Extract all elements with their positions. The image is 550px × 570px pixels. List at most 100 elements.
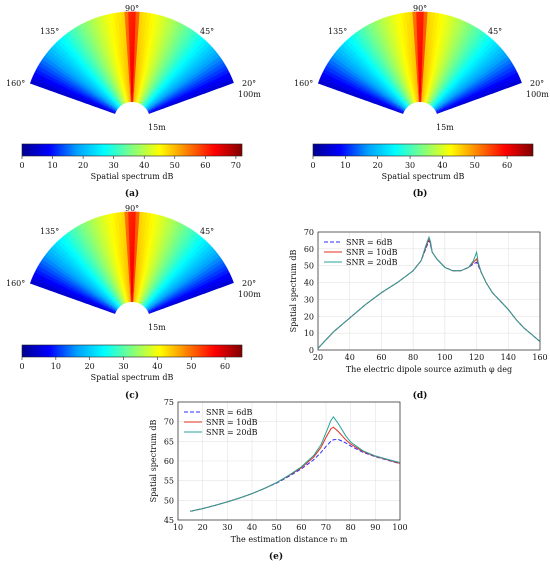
fan-cell: [398, 59, 403, 66]
fan-cell: [43, 53, 51, 60]
fan-cell: [138, 77, 142, 83]
fan-cell: [361, 92, 368, 97]
fan-cell: [104, 267, 109, 274]
fan-cell: [440, 106, 446, 110]
fan-cell: [462, 77, 469, 83]
fan-cell: [391, 93, 397, 99]
fan-cell: [382, 27, 389, 34]
fan-cell: [431, 68, 435, 74]
fan-cell: [119, 299, 123, 305]
fan-cell: [140, 72, 144, 79]
fan-cell: [115, 273, 119, 280]
fan-cell: [206, 270, 213, 276]
fan-cell: [426, 92, 429, 99]
fan-cell: [150, 102, 155, 107]
fan-cell: [331, 73, 338, 80]
fan-cell: [178, 246, 184, 253]
fan-cell: [438, 102, 443, 107]
fan-cell: [120, 216, 126, 223]
fan-cell: [144, 279, 149, 285]
fan-cell: [126, 97, 129, 103]
fan-cell: [437, 59, 442, 66]
fan-cell: [126, 297, 129, 303]
fan-cell: [427, 77, 431, 84]
fan-cell: [175, 32, 182, 40]
fan-cell: [454, 82, 460, 88]
fan-cell: [110, 75, 115, 82]
fan-cell: [156, 294, 162, 299]
fan-cell: [65, 276, 72, 282]
fan-cell: [97, 301, 103, 306]
fan-cell: [66, 258, 73, 265]
fan-cell: [412, 87, 416, 93]
fan-cell: [110, 254, 115, 261]
fan-cell: [471, 89, 477, 95]
fan-cell: [425, 61, 429, 68]
fan-cell: [181, 255, 188, 263]
fan-cell: [139, 37, 144, 43]
fan-cell: [107, 89, 112, 95]
fan-cell: [92, 45, 98, 52]
fan-cell: [111, 69, 116, 76]
fan-cell: [125, 81, 128, 88]
fan-cell: [398, 54, 403, 61]
fan-cell: [86, 90, 93, 95]
fan-cell: [431, 27, 437, 34]
fan-cell: [165, 250, 172, 257]
fan-cell: [363, 56, 370, 63]
fan-cell: [455, 40, 462, 47]
fan-cell: [156, 304, 163, 308]
fan-cell: [123, 72, 127, 78]
fan-cell: [159, 99, 166, 104]
fan-cell: [48, 86, 56, 93]
fan-cell: [214, 264, 222, 271]
fan-cell: [467, 54, 474, 61]
fan-cell: [133, 276, 136, 283]
fan-cell: [116, 295, 120, 301]
fan-cell: [384, 104, 390, 108]
fan-cell: [183, 72, 190, 79]
fan-cell: [136, 41, 141, 48]
fan-cell: [139, 293, 143, 299]
panel-label-c: (c): [125, 390, 139, 401]
fan-cell: [216, 279, 224, 286]
fan-cell: [60, 265, 67, 272]
fan-cell: [165, 68, 172, 75]
fan-cell: [161, 102, 168, 107]
colorbar-tick-label: 20: [373, 161, 383, 170]
fan-cell: [177, 265, 183, 272]
fan-cell: [128, 266, 131, 273]
fan-cell: [189, 291, 196, 297]
fan-cell: [100, 97, 106, 102]
fan-cell: [375, 100, 381, 105]
fan-cell: [103, 101, 109, 106]
fan-cell: [150, 282, 155, 288]
x-tick-label: 70: [321, 523, 331, 532]
fan-cell: [131, 21, 136, 28]
fan-cell: [396, 88, 401, 95]
fan-cell: [126, 41, 130, 48]
fan-cell: [185, 95, 192, 101]
fan-cell: [206, 80, 213, 87]
fan-cell: [165, 90, 172, 95]
fan-cell: [157, 105, 163, 109]
fan-cell: [111, 307, 117, 312]
fan-cell: [131, 216, 136, 223]
fan-cell: [108, 49, 114, 56]
fan-cell: [156, 68, 162, 75]
fan-cell: [480, 31, 487, 39]
fan-cell: [375, 47, 381, 55]
fan-cell: [179, 94, 186, 99]
fan-cell: [81, 79, 88, 85]
fan-cell: [408, 11, 413, 18]
fan-cell: [388, 97, 394, 102]
fan-cell: [160, 291, 167, 297]
fan-cell: [218, 282, 225, 289]
fan-cell: [110, 301, 115, 306]
fan-cell: [417, 66, 420, 73]
fan-cell: [172, 49, 179, 56]
fan-cell: [429, 100, 434, 106]
fan-cell: [102, 268, 108, 275]
fan-cell: [84, 62, 91, 69]
fan-cell: [138, 97, 141, 104]
